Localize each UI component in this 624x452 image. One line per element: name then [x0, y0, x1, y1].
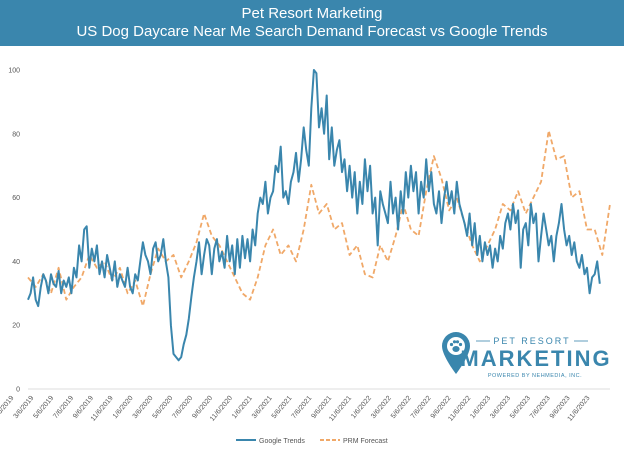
- prm-forecast-line: [27, 129, 611, 307]
- y-axis: 0 20 40 60 80 100: [8, 68, 20, 394]
- logo-sub-text: POWERED BY NEHMEDIA, INC.: [488, 373, 582, 379]
- chart-header: Pet Resort Marketing US Dog Daycare Near…: [0, 0, 624, 46]
- chart-series: [27, 69, 611, 362]
- logo-main-text: MARKETING: [460, 346, 611, 371]
- legend: Google Trends PRM Forecast: [236, 438, 388, 445]
- header-chart-title: US Dog Daycare Near Me Search Demand For…: [76, 23, 548, 40]
- y-tick-label: 60: [12, 195, 20, 202]
- logo: PET RESORT MARKETING POWERED BY NEHMEDIA…: [442, 332, 611, 379]
- google-trends-line: [27, 69, 601, 362]
- legend-google-trends-label: Google Trends: [259, 438, 305, 445]
- map-pin-paw-icon: [442, 332, 470, 374]
- y-tick-label: 80: [12, 131, 20, 138]
- logo-top-text: PET RESORT: [493, 336, 570, 346]
- y-tick-label: 0: [16, 387, 20, 394]
- header-brand-title: Pet Resort Marketing: [241, 5, 383, 22]
- x-axis: 1/6/20193/6/20195/6/20197/6/20199/6/2019…: [0, 388, 610, 423]
- y-tick-label: 100: [8, 68, 20, 75]
- y-tick-label: 20: [12, 323, 20, 330]
- legend-prm-forecast-label: PRM Forecast: [343, 438, 388, 445]
- y-tick-label: 40: [12, 259, 20, 266]
